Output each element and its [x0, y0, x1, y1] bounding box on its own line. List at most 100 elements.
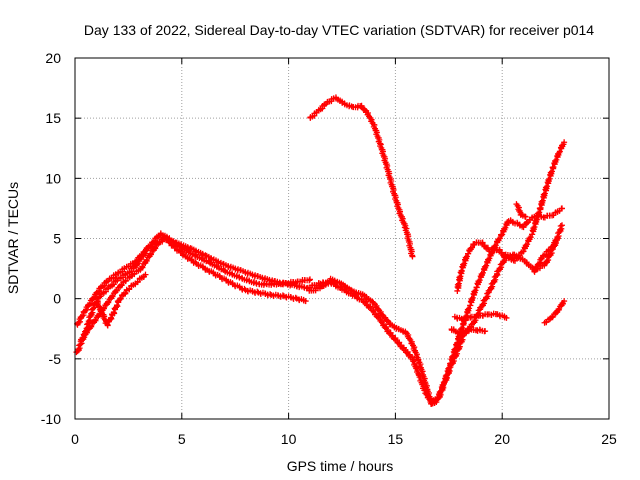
data-series-5: [306, 205, 566, 406]
data-point: [306, 276, 313, 283]
data-point: [554, 235, 561, 242]
x-tick-label: 0: [71, 431, 79, 447]
data-point: [439, 382, 446, 389]
data-point: [456, 274, 463, 281]
data-point: [464, 306, 471, 313]
x-tick-label: 5: [178, 431, 186, 447]
y-tick-label: 5: [53, 231, 61, 247]
data-point: [559, 222, 566, 229]
data-series-13: [541, 298, 568, 326]
data-point: [552, 157, 559, 164]
data-point: [254, 288, 261, 295]
data-point: [458, 267, 465, 274]
data-point: [462, 254, 469, 261]
data-point: [302, 298, 309, 305]
axis-ticks: 0 5 10 15 20 25 -10 -5 0 5 10 15 20: [41, 50, 617, 447]
data-series-9: [448, 326, 489, 337]
plot-frame: [74, 57, 610, 420]
y-tick-label: 0: [53, 291, 61, 307]
data-point: [545, 176, 552, 183]
data-point: [113, 302, 120, 309]
data-point: [503, 314, 510, 321]
data-point: [478, 270, 485, 277]
data-point: [445, 369, 452, 376]
x-tick-label: 15: [388, 431, 404, 447]
data-point: [481, 263, 488, 270]
data-point: [267, 291, 274, 298]
data-point: [409, 253, 416, 260]
data-point: [483, 262, 490, 269]
y-axis-label: SDTVAR / TECUs: [5, 182, 21, 294]
data-series-12: [531, 235, 561, 275]
data-series-11: [513, 201, 529, 220]
data-point: [557, 226, 564, 233]
data-point: [486, 255, 493, 262]
y-tick-label: 15: [45, 110, 61, 126]
data-point: [479, 269, 486, 276]
data-point: [463, 253, 470, 260]
grid-lines: [75, 58, 609, 419]
y-tick-label: 20: [45, 50, 61, 66]
data-point: [490, 277, 497, 284]
data-series-6: [306, 222, 566, 407]
data-point: [501, 225, 508, 232]
data-series-4: [93, 271, 149, 329]
chart-title: Day 133 of 2022, Sidereal Day-to-day VTE…: [84, 22, 594, 38]
x-tick-label: 20: [494, 431, 510, 447]
data-point: [473, 284, 480, 291]
data-point: [467, 302, 474, 309]
data-point: [561, 298, 568, 305]
data-point: [88, 310, 95, 317]
data-point: [110, 309, 117, 316]
data-point: [442, 376, 449, 383]
data-point: [455, 344, 462, 351]
data-point: [550, 164, 557, 170]
data-point: [471, 288, 478, 295]
data-point: [439, 385, 446, 392]
data-point: [458, 337, 465, 344]
x-tick-label: 25: [601, 431, 617, 447]
data-point: [559, 205, 566, 212]
data-point: [306, 277, 313, 284]
data-point: [446, 365, 453, 372]
data-series-2: [74, 230, 313, 328]
data-point: [449, 359, 456, 366]
data-point: [504, 219, 511, 226]
y-tick-label: 10: [45, 170, 61, 186]
data-point: [452, 351, 459, 358]
data-point: [532, 217, 539, 224]
data-point: [502, 224, 509, 231]
data-point: [487, 284, 494, 291]
data-point: [542, 184, 549, 191]
data-point: [538, 198, 545, 205]
data-point: [469, 294, 476, 301]
data-point: [482, 328, 489, 335]
data-point: [561, 139, 568, 146]
data-point: [292, 294, 299, 301]
data-point: [530, 225, 537, 232]
data-point: [454, 281, 461, 288]
data-point: [142, 271, 149, 278]
data-series-7: [307, 94, 416, 260]
x-tick-label: 10: [281, 431, 297, 447]
x-axis-label: GPS time / hours: [287, 458, 394, 474]
data-point: [553, 156, 560, 163]
data-point: [540, 191, 547, 198]
data-point: [460, 261, 467, 268]
data-point: [472, 287, 479, 294]
data-point: [436, 392, 443, 399]
data-point: [499, 231, 506, 238]
data-point: [461, 260, 468, 267]
data-series-10: [454, 139, 568, 294]
data-point: [522, 213, 529, 220]
data-point: [468, 296, 475, 303]
data-series: [73, 94, 568, 407]
data-point: [485, 256, 492, 263]
data-series-3: [78, 234, 309, 343]
data-point: [279, 292, 286, 299]
data-series-8: [451, 310, 510, 324]
data-point: [475, 278, 482, 285]
data-point: [547, 169, 554, 176]
y-tick-label: -5: [49, 351, 62, 367]
